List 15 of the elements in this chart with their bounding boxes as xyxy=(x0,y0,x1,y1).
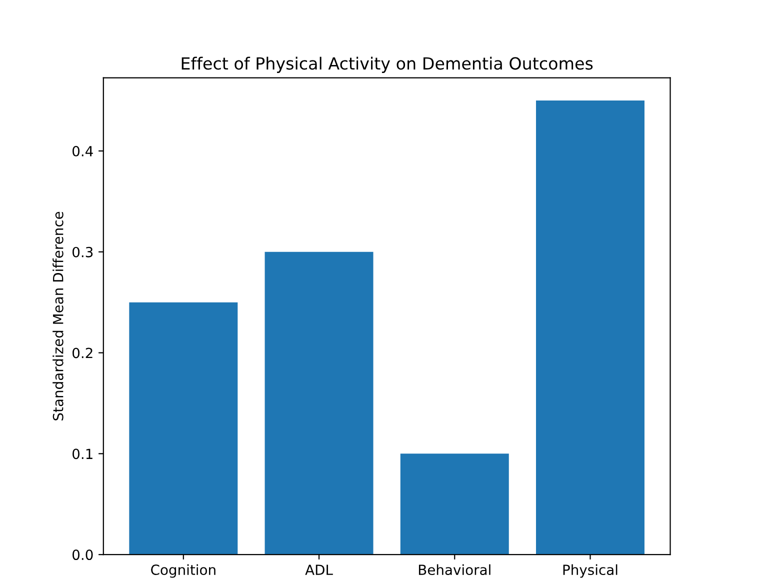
x-tick-label: Cognition xyxy=(151,564,216,578)
y-tick-label: 0.2 xyxy=(72,348,92,358)
x-tick-label: Behavioral xyxy=(418,564,490,576)
bar xyxy=(129,302,238,555)
chart-title: Effect of Physical Activity on Dementia Outcomes xyxy=(182,56,593,73)
y-tick-label: 0.4 xyxy=(72,146,93,156)
y-tick-label: 0.1 xyxy=(72,448,92,460)
y-axis-title: Standardized Mean Difference xyxy=(52,212,64,420)
bar xyxy=(536,100,644,555)
bar xyxy=(264,252,374,555)
y-tick-label: 0.0 xyxy=(72,550,93,560)
x-tick-label: ADL xyxy=(305,564,333,575)
x-tick-label: Physical xyxy=(563,564,618,578)
y-tick-label: 0.3 xyxy=(72,246,93,258)
bar xyxy=(400,454,509,555)
